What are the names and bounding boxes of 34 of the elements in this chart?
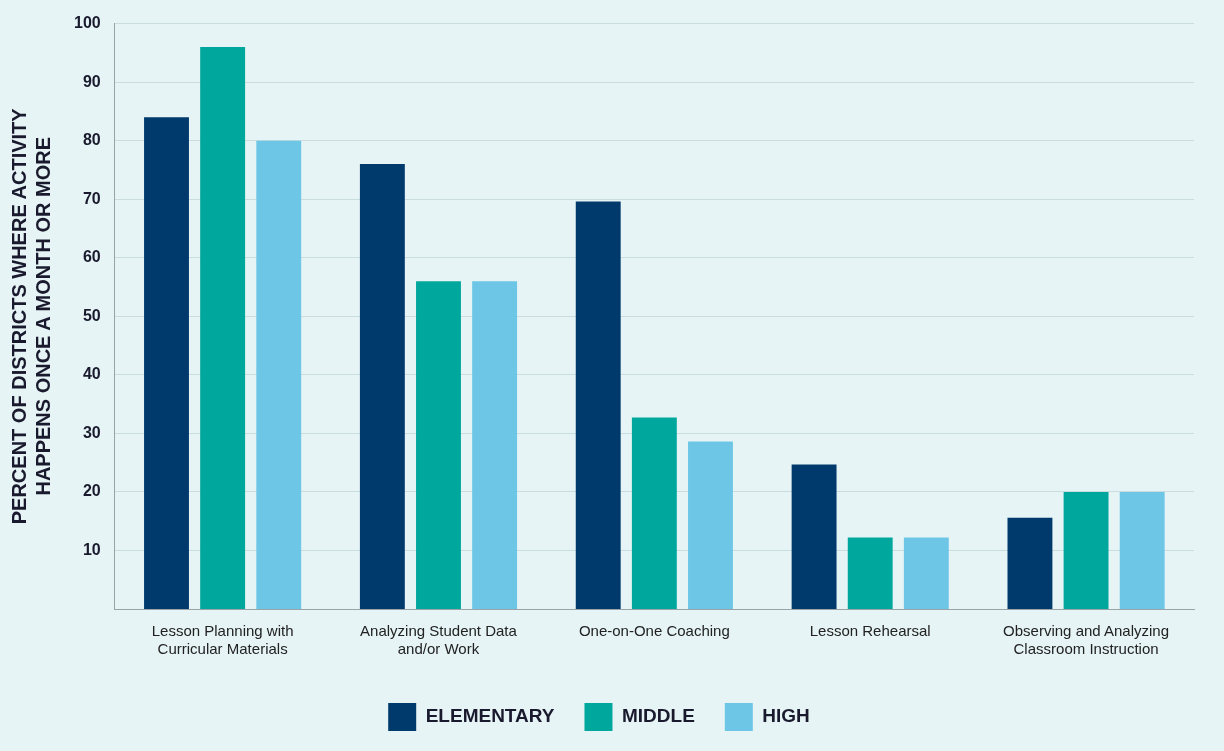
- y-tick-label: 40: [82, 365, 101, 383]
- x-tick-label: Observing and Analyzing Classroom Instruction: [1003, 622, 1170, 658]
- y-tick-label: 10: [82, 540, 101, 558]
- bar: [1007, 517, 1053, 609]
- y-axis-title: PERCENT OF DISTRICTS WHERE ACTIVITY HAPPENS ONCE A MONTH OR MORE: [7, 107, 54, 525]
- y-tick-label: 30: [82, 423, 101, 441]
- x-tick-label: Analyzing Student Data and/or Work: [360, 622, 518, 658]
- bar: [1119, 491, 1165, 609]
- y-tick-label: 20: [82, 482, 101, 500]
- bar: [200, 47, 246, 609]
- bar: [359, 164, 405, 609]
- bar: [1063, 491, 1109, 609]
- y-tick-label: 60: [82, 248, 101, 266]
- bar: [847, 537, 893, 609]
- x-tick-label: Lesson Planning with Curricular Materials: [151, 622, 294, 658]
- y-tick-label: 50: [82, 306, 101, 324]
- x-tick-label: One-on-One Coaching: [578, 622, 730, 640]
- y-tick-label: 80: [82, 131, 101, 149]
- bar: [903, 537, 949, 609]
- bar: [416, 281, 461, 609]
- bar: [791, 464, 837, 609]
- y-tick-label: 70: [82, 189, 101, 207]
- legend-label: HIGH: [762, 705, 810, 727]
- bar: [688, 441, 733, 609]
- x-tick-label: Lesson Rehearsal: [809, 622, 931, 640]
- bar: [256, 140, 302, 609]
- y-tick-label: 90: [82, 72, 101, 90]
- y-tick-label: 100: [73, 14, 101, 32]
- legend-label: ELEMENTARY: [425, 705, 555, 727]
- bar: [575, 201, 621, 609]
- bar: [144, 117, 189, 609]
- legend-label: MIDDLE: [621, 705, 695, 727]
- bar: [472, 281, 518, 609]
- bar: [631, 417, 677, 609]
